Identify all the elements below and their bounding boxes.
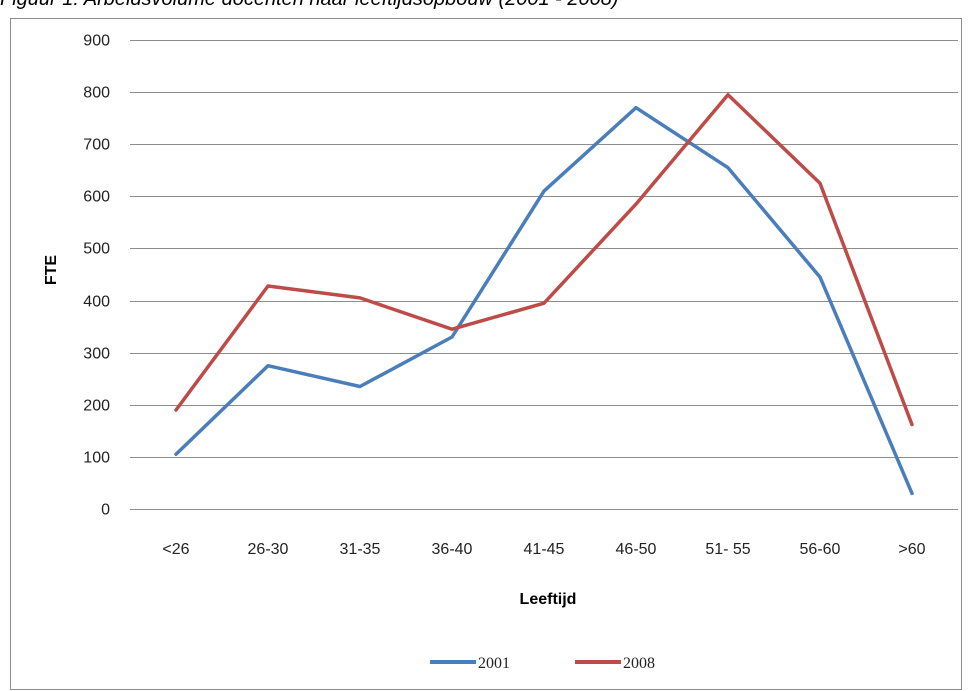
- x-tick-label: 51- 55: [705, 541, 750, 558]
- legend-label-2001: 2001: [478, 655, 510, 672]
- y-tick-label: 900: [83, 33, 110, 50]
- y-axis-title: FTE: [43, 255, 60, 286]
- x-tick-label: <26: [162, 541, 189, 558]
- y-tick-label: 400: [83, 294, 110, 311]
- x-tick-label: 31-35: [340, 541, 381, 558]
- x-tick-label: 26-30: [248, 541, 289, 558]
- x-tick-label: 56-60: [800, 541, 841, 558]
- y-tick-label: 300: [83, 346, 110, 363]
- y-tick-label: 100: [83, 450, 110, 467]
- y-tick-label: 500: [83, 241, 110, 258]
- y-tick-label: 600: [83, 189, 110, 206]
- x-axis-ticks: <26 26-30 31-35 36-40 41-45 46-50 51- 55 56-60 >…: [162, 541, 925, 558]
- y-tick-label: 0: [101, 502, 110, 519]
- x-tick-label: 41-45: [524, 541, 565, 558]
- x-tick-label: 46-50: [616, 541, 657, 558]
- x-tick-label: >60: [898, 541, 925, 558]
- x-tick-label: 36-40: [432, 541, 473, 558]
- y-tick-label: 800: [83, 85, 110, 102]
- legend-label-2008: 2008: [623, 655, 655, 672]
- x-axis-title: Leeftijd: [520, 591, 577, 608]
- y-tick-label: 700: [83, 137, 110, 154]
- y-tick-label: 200: [83, 398, 110, 415]
